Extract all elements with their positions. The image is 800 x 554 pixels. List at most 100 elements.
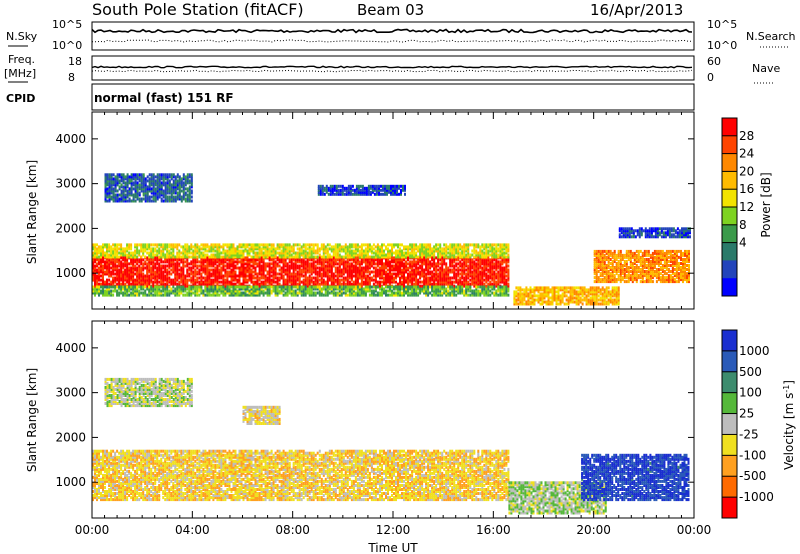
- data-cell: [160, 272, 163, 276]
- data-cell: [158, 285, 161, 289]
- data-cell: [130, 270, 133, 274]
- data-cell: [148, 268, 151, 272]
- data-cell: [138, 270, 141, 274]
- data-cell: [230, 243, 233, 247]
- data-cell: [401, 243, 403, 247]
- data-cell: [146, 256, 149, 260]
- data-cell: [385, 253, 387, 257]
- data-cell: [218, 293, 221, 297]
- data-cell: [148, 258, 151, 262]
- data-cell: [467, 285, 470, 289]
- data-cell: [104, 264, 106, 268]
- data-cell: [158, 276, 161, 280]
- data-cell: [114, 266, 117, 270]
- data-cell: [110, 270, 113, 274]
- data-cell: [146, 287, 149, 291]
- data-cell: [98, 270, 100, 274]
- data-cell: [451, 285, 454, 289]
- data-cell: [449, 276, 452, 280]
- data-cell: [461, 280, 464, 284]
- data-cell: [270, 278, 273, 282]
- data-cell: [152, 262, 155, 266]
- data-cell: [563, 302, 566, 306]
- data-cell: [98, 245, 100, 249]
- data-cell: [352, 249, 355, 253]
- data-cell: [366, 285, 369, 289]
- data-cell: [204, 243, 207, 247]
- data-cell: [148, 278, 151, 282]
- data-cell: [130, 282, 133, 286]
- data-cell: [156, 278, 159, 282]
- data-cell: [104, 262, 106, 266]
- data-cell: [505, 285, 508, 289]
- data-cell: [236, 289, 239, 293]
- data-cell: [112, 289, 115, 293]
- data-cell: [459, 251, 462, 255]
- data-cell: [156, 258, 159, 262]
- data-cell: [136, 255, 139, 259]
- data-cell: [376, 268, 379, 272]
- data-cell: [543, 286, 546, 290]
- data-cell: [429, 285, 432, 289]
- data-cell: [130, 251, 133, 255]
- data-cell: [200, 285, 203, 289]
- data-cell: [489, 289, 492, 293]
- data-cell: [393, 256, 395, 260]
- data-cell: [318, 256, 321, 260]
- data-cell: [214, 243, 217, 247]
- data-cell: [250, 264, 253, 268]
- data-cell: [126, 280, 129, 284]
- data-cell: [314, 276, 317, 280]
- data-cell: [497, 253, 500, 257]
- data-cell: [210, 285, 213, 289]
- data-cell: [521, 292, 524, 296]
- data-cell: [94, 258, 96, 262]
- data-cell: [505, 255, 508, 259]
- data-cell: [417, 245, 420, 249]
- data-cell: [589, 286, 592, 290]
- data-cell: [156, 280, 159, 284]
- data-cell: [132, 260, 135, 264]
- data-cell: [266, 243, 269, 247]
- data-cell: [106, 262, 108, 266]
- data-cell: [483, 251, 486, 255]
- data-cell: [140, 282, 143, 286]
- data-cell: [202, 276, 205, 280]
- data-cell: [210, 272, 213, 276]
- data-cell: [362, 243, 365, 247]
- data-cell: [314, 243, 317, 247]
- data-cell: [108, 274, 111, 278]
- data-cell: [599, 288, 602, 292]
- data-cell: [290, 253, 293, 257]
- data-cell: [126, 253, 129, 257]
- data-cell: [316, 285, 319, 289]
- data-cell: [160, 285, 163, 289]
- data-cell: [581, 286, 584, 290]
- data-cell: [360, 243, 363, 247]
- data-cell: [399, 243, 401, 247]
- data-cell: [108, 282, 111, 286]
- data-cell: [358, 260, 361, 264]
- data-cell: [124, 274, 127, 278]
- data-cell: [535, 286, 538, 290]
- data-cell: [130, 278, 133, 282]
- data-cell: [154, 247, 157, 251]
- data-cell: [599, 302, 602, 306]
- data-cell: [292, 289, 295, 293]
- data-cell: [403, 287, 405, 291]
- data-cell: [316, 266, 319, 270]
- data-cell: [336, 285, 339, 289]
- data-cell: [146, 262, 149, 266]
- data-cell: [168, 272, 171, 276]
- data-cell: [218, 268, 221, 272]
- data-cell: [401, 258, 403, 262]
- data-cell: [441, 291, 444, 295]
- data-cell: [154, 276, 157, 280]
- data-cell: [224, 287, 227, 291]
- data-cell: [272, 285, 275, 289]
- data-cell: [98, 282, 100, 286]
- data-cell: [391, 243, 393, 247]
- beam-label: Beam 03: [357, 1, 424, 19]
- data-cell: [122, 272, 125, 276]
- data-cell: [118, 251, 121, 255]
